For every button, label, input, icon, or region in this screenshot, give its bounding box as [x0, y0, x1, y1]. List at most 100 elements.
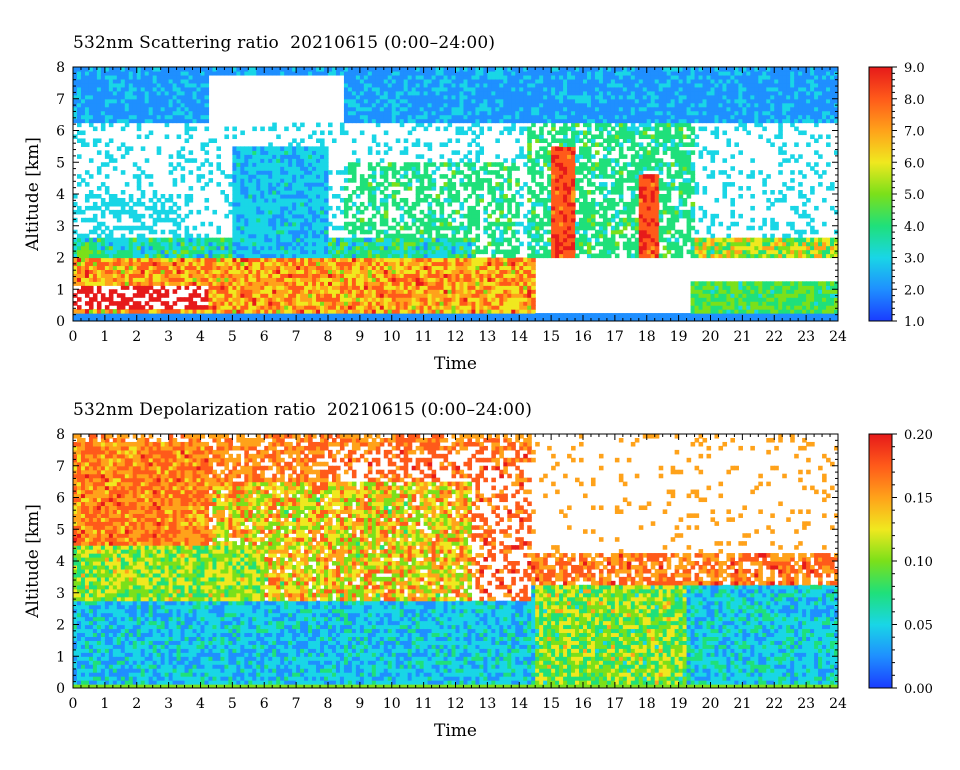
heatmap-cell: [268, 257, 273, 263]
heatmap-cell: [84, 82, 90, 88]
heatmap-cell: [431, 102, 437, 108]
heatmap-cell: [288, 146, 293, 151]
heatmap-cell: [256, 277, 261, 282]
heatmap-cell: [439, 273, 445, 278]
heatmap-cell: [391, 170, 397, 175]
heatmap-cell: [212, 237, 218, 243]
heatmap-cell: [379, 305, 385, 310]
heatmap-cell: [316, 221, 321, 227]
heatmap-cell: [268, 273, 273, 278]
heatmap-cell: [467, 221, 473, 227]
heatmap-cell: [471, 82, 477, 88]
heatmap-cell: [100, 98, 106, 104]
heatmap-cell: [427, 233, 433, 239]
heatmap-cell: [188, 297, 194, 302]
heatmap-cell: [276, 241, 281, 247]
heatmap-cell: [192, 114, 198, 120]
heatmap-cell: [172, 289, 178, 294]
heatmap-cell: [328, 186, 333, 191]
heatmap-cell: [347, 241, 353, 247]
heatmap-cell: [375, 205, 381, 211]
heatmap-cell: [116, 245, 122, 251]
heatmap-cell: [507, 265, 512, 271]
heatmap-cell: [272, 305, 277, 310]
heatmap-cell: [339, 249, 345, 255]
heatmap-cell: [84, 289, 90, 294]
heatmap-cell: [359, 82, 365, 88]
heatmap-cell: [367, 174, 373, 179]
heatmap-cell: [188, 67, 194, 72]
heatmap-cell: [375, 309, 381, 314]
heatmap-cell: [447, 118, 453, 124]
heatmap-cell: [92, 110, 98, 116]
heatmap-cell: [455, 241, 461, 247]
heatmap-cell: [268, 182, 273, 187]
heatmap-cell: [144, 269, 150, 274]
heatmap-cell: [180, 98, 186, 104]
heatmap-cell: [411, 94, 417, 100]
heatmap-cell: [280, 293, 285, 298]
heatmap-cell: [240, 158, 245, 163]
heatmap-cell: [236, 70, 241, 76]
heatmap-cell: [96, 170, 102, 175]
heatmap-cell: [324, 190, 329, 195]
heatmap-cell: [104, 94, 110, 100]
heatmap-cell: [224, 281, 229, 286]
heatmap-cell: [324, 257, 329, 263]
heatmap-cell: [192, 317, 198, 321]
heatmap-cell: [503, 110, 508, 116]
heatmap-cell: [507, 289, 512, 294]
heatmap-cell: [324, 166, 329, 171]
heatmap-cell: [495, 174, 500, 179]
heatmap-cell: [80, 178, 86, 183]
heatmap-cell: [455, 74, 461, 80]
heatmap-cell: [180, 102, 186, 108]
heatmap-cell: [451, 309, 457, 314]
heatmap-cell: [487, 110, 492, 116]
heatmap-cell: [363, 289, 369, 294]
heatmap-cell: [407, 178, 413, 183]
heatmap-cell: [104, 317, 110, 321]
heatmap-cell: [100, 106, 106, 112]
heatmap-cell: [300, 293, 305, 298]
heatmap-cell: [527, 293, 532, 298]
heatmap-cell: [232, 245, 237, 251]
heatmap-cell: [499, 94, 504, 100]
heatmap-cell: [391, 297, 397, 302]
heatmap-cell: [80, 110, 86, 116]
heatmap-cell: [180, 249, 186, 255]
heatmap-cell: [104, 110, 110, 116]
heatmap-cell: [252, 221, 257, 227]
heatmap-cell: [260, 158, 265, 163]
heatmap-cell: [324, 249, 329, 255]
heatmap-cell: [100, 67, 106, 72]
heatmap-cell: [359, 67, 365, 72]
heatmap-cell: [459, 78, 465, 84]
heatmap-cell: [479, 146, 484, 151]
heatmap-cell: [248, 154, 253, 159]
heatmap-cell: [124, 281, 130, 286]
heatmap-cell: [447, 281, 453, 286]
heatmap-cell: [375, 281, 381, 286]
heatmap-cell: [248, 297, 253, 302]
heatmap-cell: [439, 269, 445, 274]
heatmap-cell: [391, 313, 397, 318]
heatmap-cell: [399, 86, 405, 92]
heatmap-cell: [308, 217, 313, 223]
heatmap-cell: [379, 166, 385, 171]
heatmap-cell: [487, 126, 492, 132]
heatmap-cell: [415, 142, 421, 147]
heatmap-cell: [256, 158, 261, 163]
heatmap-cell: [124, 201, 130, 207]
heatmap-cell: [351, 221, 357, 227]
heatmap-cell: [423, 245, 429, 251]
heatmap-cell: [84, 197, 90, 203]
heatmap-cell: [359, 182, 365, 187]
heatmap-cell: [284, 146, 289, 151]
heatmap-cell: [467, 182, 473, 187]
heatmap-cell: [395, 114, 401, 120]
heatmap-cell: [280, 194, 285, 199]
heatmap-cell: [256, 174, 261, 179]
heatmap-cell: [184, 269, 190, 274]
heatmap-cell: [479, 118, 484, 124]
